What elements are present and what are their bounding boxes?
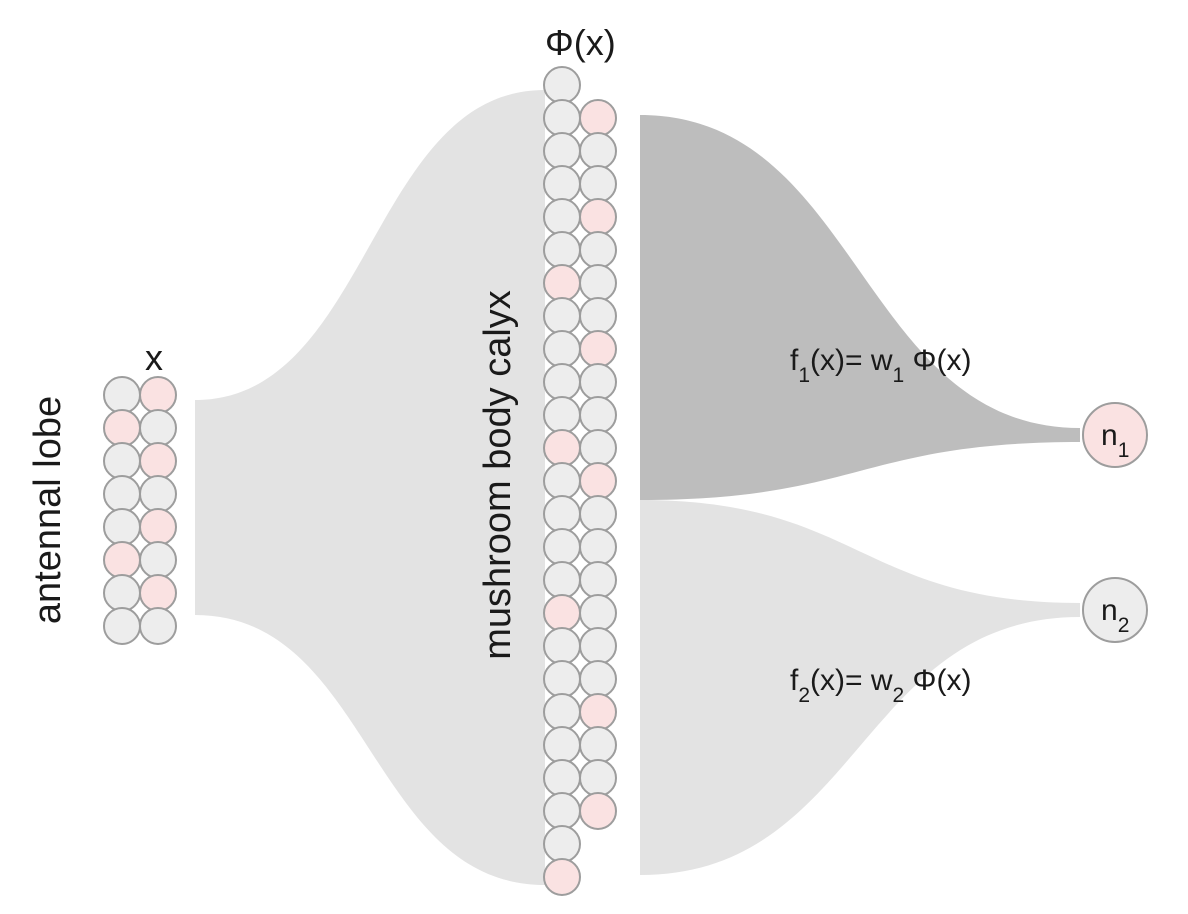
connector-right-upper: [640, 115, 1080, 500]
calyx-node: [580, 397, 616, 433]
calyx-node: [580, 628, 616, 664]
calyx-node: [580, 661, 616, 697]
calyx-node: [580, 793, 616, 829]
antennal-lobe-node: [104, 377, 140, 413]
calyx-node: [544, 727, 580, 763]
antennal-lobe-node: [140, 410, 176, 446]
calyx-node: [544, 628, 580, 664]
calyx-node: [544, 430, 580, 466]
antennal-lobe-node: [104, 575, 140, 611]
calyx-node: [580, 595, 616, 631]
label-mushroom-body-calyx: mushroom body calyx: [477, 290, 519, 660]
antennal-lobe-node: [140, 542, 176, 578]
antennal-lobe-node: [104, 443, 140, 479]
calyx-node: [580, 199, 616, 235]
calyx-node: [580, 298, 616, 334]
calyx-node: [544, 562, 580, 598]
label-antennal-lobe: antennal lobe: [27, 396, 69, 624]
calyx-node: [580, 562, 616, 598]
calyx-node: [580, 694, 616, 730]
calyx-node: [580, 265, 616, 301]
calyx-node: [544, 232, 580, 268]
calyx-node: [580, 727, 616, 763]
calyx-node: [544, 265, 580, 301]
antennal-lobe-node: [104, 509, 140, 545]
calyx-node: [580, 331, 616, 367]
antennal-lobe-node: [140, 575, 176, 611]
antennal-lobe-node: [104, 476, 140, 512]
calyx-node: [580, 133, 616, 169]
antennal-lobe-node: [140, 608, 176, 644]
calyx-node: [580, 364, 616, 400]
calyx-node: [544, 67, 580, 103]
calyx-node: [580, 496, 616, 532]
calyx-node: [544, 496, 580, 532]
calyx-node: [580, 529, 616, 565]
calyx-node: [544, 826, 580, 862]
antennal-lobe-node: [140, 377, 176, 413]
calyx-node: [580, 430, 616, 466]
calyx-node: [544, 364, 580, 400]
antennal-lobe-node: [140, 476, 176, 512]
calyx-node: [544, 595, 580, 631]
calyx-node: [544, 133, 580, 169]
calyx-node: [544, 331, 580, 367]
antennal-lobe-node: [104, 608, 140, 644]
calyx-node: [544, 199, 580, 235]
calyx-node: [544, 166, 580, 202]
calyx-node: [580, 100, 616, 136]
calyx-node: [544, 859, 580, 895]
antennal-lobe-node: [140, 443, 176, 479]
calyx-node: [544, 100, 580, 136]
calyx-node: [580, 166, 616, 202]
calyx-node: [544, 793, 580, 829]
calyx-node: [544, 661, 580, 697]
calyx-node: [544, 397, 580, 433]
calyx-node: [544, 298, 580, 334]
label-x: x: [145, 337, 163, 378]
antennal-lobe-node: [104, 410, 140, 446]
calyx-node: [544, 463, 580, 499]
calyx-node: [580, 463, 616, 499]
calyx-node: [544, 694, 580, 730]
calyx-node: [580, 760, 616, 796]
label-phi-x: Φ(x): [545, 22, 616, 63]
antennal-lobe-node: [104, 542, 140, 578]
calyx-node: [544, 760, 580, 796]
calyx-node: [580, 232, 616, 268]
antennal-lobe-node: [140, 509, 176, 545]
calyx-node: [544, 529, 580, 565]
